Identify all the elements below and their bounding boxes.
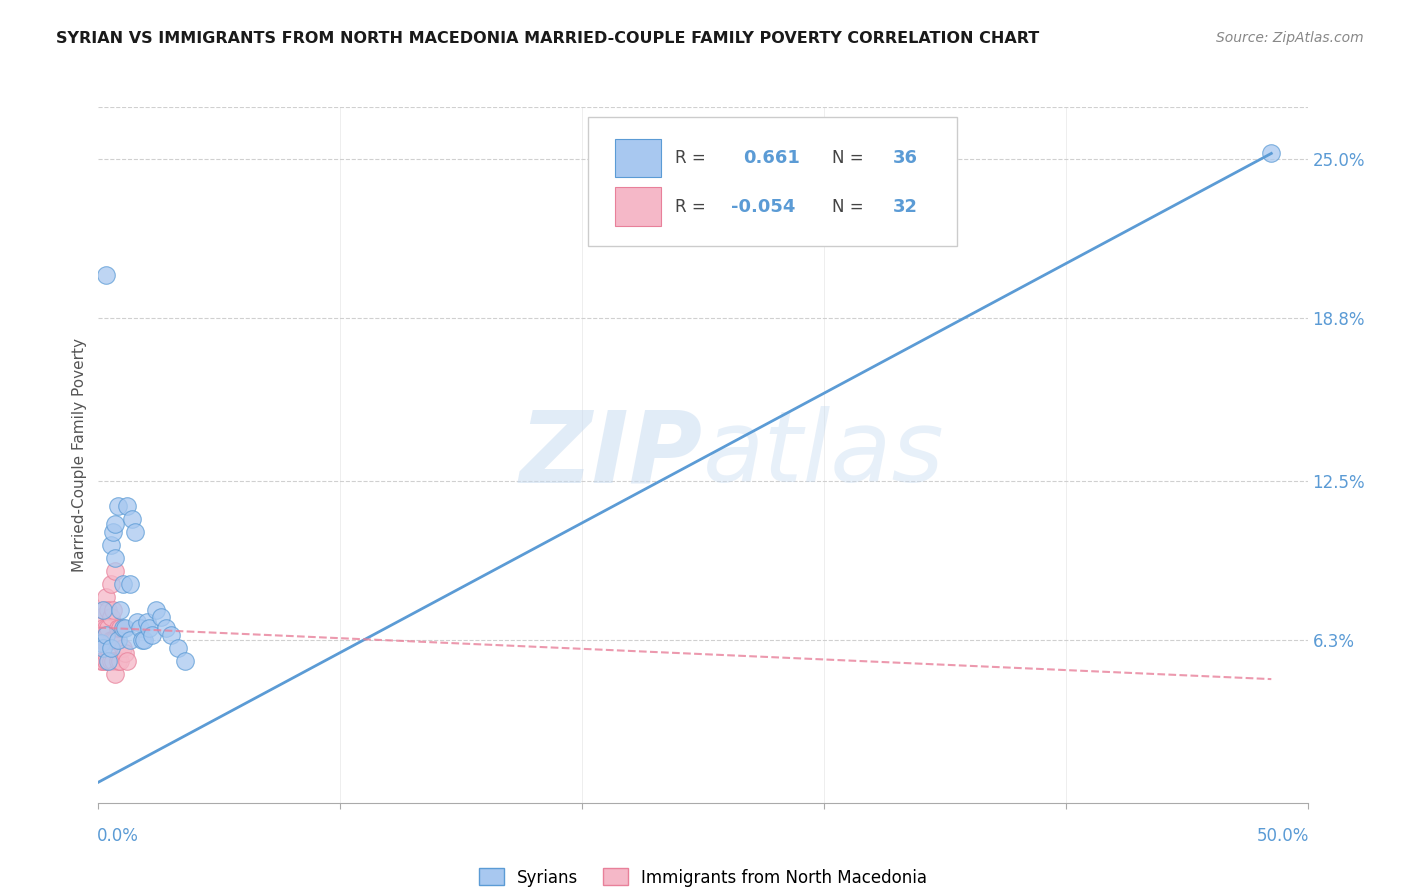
Point xyxy=(108,621,131,635)
Point xyxy=(100,641,122,656)
Point xyxy=(90,654,112,668)
Point xyxy=(90,633,112,648)
Point xyxy=(94,621,117,635)
Text: ZIP: ZIP xyxy=(520,407,703,503)
Y-axis label: Married-Couple Family Poverty: Married-Couple Family Poverty xyxy=(72,338,87,572)
Point xyxy=(121,512,143,526)
Point xyxy=(114,621,136,635)
Point xyxy=(117,654,139,668)
Point xyxy=(90,636,112,650)
Point xyxy=(160,628,183,642)
Point xyxy=(91,633,114,648)
Point xyxy=(117,500,139,514)
Point xyxy=(107,621,129,635)
Point xyxy=(94,654,117,668)
Point xyxy=(118,576,141,591)
Point xyxy=(128,621,150,635)
Point xyxy=(111,621,134,635)
Point xyxy=(97,621,120,635)
Text: 36: 36 xyxy=(893,149,918,167)
Point xyxy=(91,654,114,668)
Text: R =: R = xyxy=(675,149,706,167)
Point xyxy=(1260,146,1282,161)
Text: -0.054: -0.054 xyxy=(731,197,796,216)
Text: 0.0%: 0.0% xyxy=(97,827,139,845)
Point xyxy=(150,610,173,624)
Text: 32: 32 xyxy=(893,197,918,216)
Point xyxy=(91,621,114,635)
Point xyxy=(101,654,124,668)
Text: 0.661: 0.661 xyxy=(742,149,800,167)
Point xyxy=(107,633,129,648)
Point xyxy=(104,551,127,566)
Point xyxy=(94,268,117,282)
Point xyxy=(124,525,146,540)
Text: N =: N = xyxy=(832,197,865,216)
Point xyxy=(104,517,127,532)
Point xyxy=(155,621,177,635)
Point xyxy=(100,538,122,552)
Point xyxy=(101,602,124,616)
FancyBboxPatch shape xyxy=(614,187,661,226)
Point xyxy=(100,633,122,648)
Point xyxy=(97,654,120,668)
Point xyxy=(91,602,114,616)
Text: Source: ZipAtlas.com: Source: ZipAtlas.com xyxy=(1216,31,1364,45)
FancyBboxPatch shape xyxy=(588,118,957,246)
Point xyxy=(97,602,120,616)
Point xyxy=(108,654,131,668)
Legend: Syrians, Immigrants from North Macedonia: Syrians, Immigrants from North Macedonia xyxy=(472,862,934,892)
Point xyxy=(97,641,120,656)
Text: atlas: atlas xyxy=(703,407,945,503)
Point xyxy=(107,500,129,514)
Text: 50.0%: 50.0% xyxy=(1257,827,1309,845)
Point xyxy=(104,667,127,681)
Point xyxy=(138,621,160,635)
Point xyxy=(108,602,131,616)
Point xyxy=(114,646,136,660)
Point xyxy=(134,633,156,648)
Point xyxy=(94,633,117,648)
Point xyxy=(91,641,114,656)
Point xyxy=(100,654,122,668)
Text: SYRIAN VS IMMIGRANTS FROM NORTH MACEDONIA MARRIED-COUPLE FAMILY POVERTY CORRELAT: SYRIAN VS IMMIGRANTS FROM NORTH MACEDONI… xyxy=(56,31,1039,46)
Point xyxy=(101,525,124,540)
Point xyxy=(100,610,122,624)
Point xyxy=(101,633,124,648)
Point xyxy=(174,654,197,668)
Point xyxy=(97,654,120,668)
Point xyxy=(91,602,114,616)
FancyBboxPatch shape xyxy=(614,138,661,177)
Point xyxy=(118,633,141,648)
Point xyxy=(131,633,153,648)
Point xyxy=(90,610,112,624)
Point xyxy=(135,615,157,630)
Point xyxy=(145,602,167,616)
Point xyxy=(100,576,122,591)
Point xyxy=(94,628,117,642)
Point xyxy=(111,641,134,656)
Text: N =: N = xyxy=(832,149,865,167)
Point xyxy=(104,633,127,648)
Point xyxy=(104,564,127,578)
Point xyxy=(167,641,190,656)
Text: R =: R = xyxy=(675,197,706,216)
Point xyxy=(107,654,129,668)
Point xyxy=(141,628,163,642)
Point xyxy=(94,590,117,604)
Point xyxy=(127,615,149,630)
Point xyxy=(111,576,134,591)
